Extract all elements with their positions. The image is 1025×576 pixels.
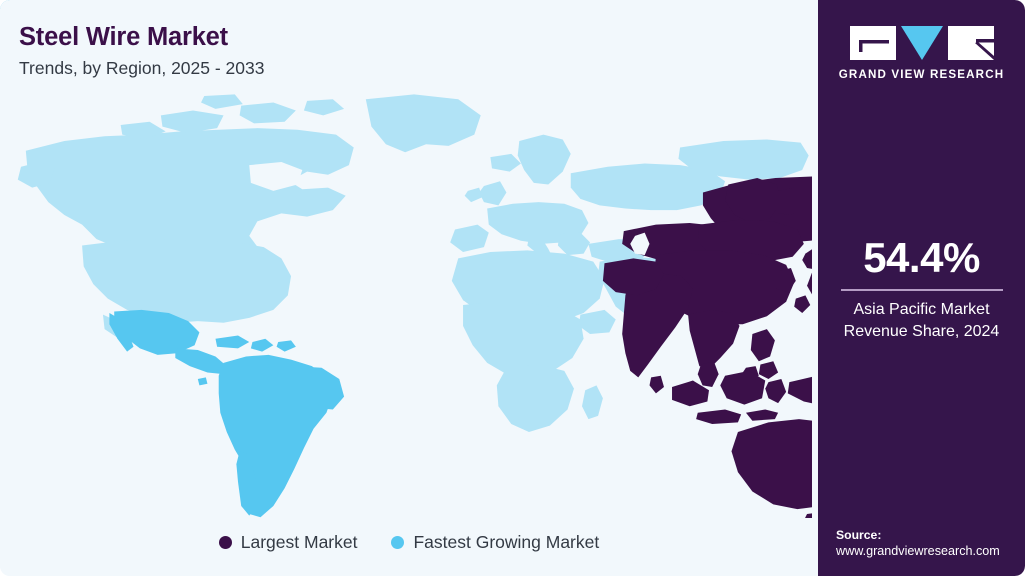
legend-label-largest-market: Largest Market <box>240 532 358 552</box>
brand-panel: GRAND VIEW RESEARCH 54.4% Asia Pacific M… <box>818 0 1025 576</box>
legend-dot-icon-largest-market <box>218 536 232 549</box>
legend-item-largest-market[interactable]: Largest Market <box>218 532 358 553</box>
world-map-svg <box>8 88 812 518</box>
logo-g-icon <box>849 26 896 60</box>
logo-marks <box>849 26 994 60</box>
stat-block: 54.4% Asia Pacific Market Revenue Share,… <box>818 234 1025 343</box>
map-legend: Largest Market Fastest Growing Market <box>0 532 818 553</box>
source-label: Source: <box>836 527 882 542</box>
source-url[interactable]: www.grandviewresearch.com <box>836 544 1000 558</box>
stat-caption-line2: Revenue Share, 2024 <box>843 322 1000 340</box>
page-title: Steel Wire Market <box>19 23 228 51</box>
logo-r-icon <box>947 26 994 60</box>
stat-divider <box>840 289 1003 291</box>
map-region-fastest-growing <box>109 309 345 518</box>
map-region-largest-market <box>602 176 812 518</box>
legend-item-fastest-growing-market[interactable]: Fastest Growing Market <box>391 532 599 553</box>
brand-logo[interactable]: GRAND VIEW RESEARCH <box>818 26 1025 81</box>
page-subtitle: Trends, by Region, 2025 - 2033 <box>19 58 265 79</box>
stat-value: 54.4% <box>863 234 980 281</box>
legend-label-fastest-growing-market: Fastest Growing Market <box>413 532 600 552</box>
logo-v-icon <box>900 26 943 60</box>
logo-wordmark: GRAND VIEW RESEARCH <box>838 68 1005 81</box>
world-map <box>8 88 812 518</box>
legend-dot-icon-fastest-growing-market <box>391 536 405 549</box>
source-block: Source: www.grandviewresearch.com <box>836 527 1016 560</box>
stat-caption-line1: Asia Pacific Market <box>853 300 990 318</box>
map-panel: Steel Wire Market Trends, by Region, 202… <box>0 23 818 553</box>
header-block: Steel Wire Market Trends, by Region, 202… <box>19 23 719 79</box>
